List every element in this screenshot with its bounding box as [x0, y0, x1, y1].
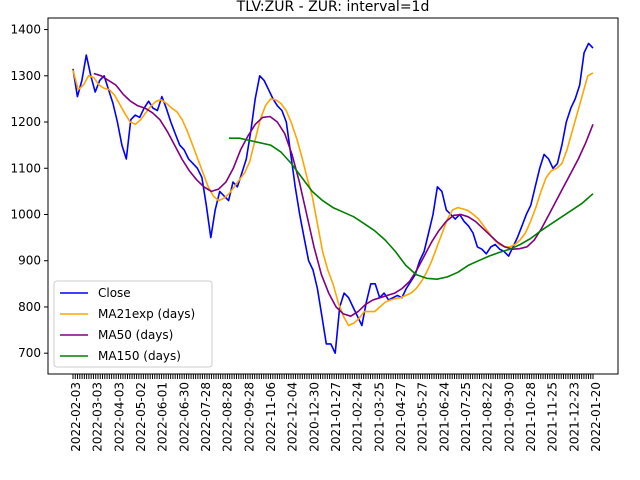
x-tick-label: 2022-02-03 [69, 382, 83, 452]
x-tick-label: 2022-07-28 [199, 382, 213, 452]
x-tick-label: 2021-11-25 [546, 382, 560, 452]
x-tick-label: 2021-09-30 [502, 382, 516, 452]
legend: Close MA21exp (days) MA50 (days) MA150 (day… [53, 280, 213, 368]
y-tick-label: 1200 [10, 115, 41, 129]
y-tick-label: 1000 [10, 207, 41, 221]
x-tick-label: 2022-06-01 [156, 382, 170, 452]
x-tick-label: 2021-07-25 [459, 382, 473, 452]
x-tick-label: 2022-08-28 [221, 382, 235, 452]
y-tick-label: 900 [18, 254, 41, 268]
legend-label-2: MA50 (days) [98, 328, 173, 342]
series-line-3 [229, 137, 594, 281]
x-tick-label: 2021-04-27 [394, 382, 408, 452]
y-tick-label: 1400 [10, 23, 41, 37]
y-tick-label: 1100 [10, 161, 41, 175]
legend-label-3: MA150 (days) [98, 349, 181, 363]
x-tick-label: 2021-12-23 [567, 382, 581, 452]
legend-label-0: Close [98, 286, 131, 300]
x-tick-label: 2022-12-04 [286, 382, 300, 452]
x-tick-label: 2021-01-27 [329, 382, 343, 452]
legend-label-1: MA21exp (days) [98, 307, 195, 321]
x-tick-label: 2022-11-06 [264, 382, 278, 452]
series-layer [72, 42, 594, 355]
x-tick-label: 2021-03-25 [372, 382, 386, 452]
x-tick-label: 2022-01-20 [589, 382, 603, 452]
x-tick-label: 2020-12-30 [307, 382, 321, 452]
y-tick-label: 700 [18, 346, 41, 360]
x-tick-label: 2022-06-30 [177, 382, 191, 452]
x-tick-label: 2021-06-24 [437, 382, 451, 452]
x-tick-label: 2021-08-22 [481, 382, 495, 452]
x-tick-label: 2022-04-03 [112, 382, 126, 452]
y-tick-label: 1300 [10, 69, 41, 83]
y-axis: 700 800 900 1000 1100 1200 1300 1400 [10, 23, 48, 360]
plot-area-frame [47, 17, 619, 375]
x-tick-label: 2021-10-28 [524, 382, 538, 452]
x-tick-label: 2022-03-03 [91, 382, 105, 452]
x-axis: 2022-02-03 2022-03-03 2022-04-03 2022-05-02… [69, 374, 603, 452]
x-tick-label: 2021-02-24 [351, 382, 365, 452]
x-tick-label: 2022-05-02 [134, 382, 148, 452]
legend-box [53, 280, 213, 368]
x-tick-label: 2021-05-27 [416, 382, 430, 452]
chart-title: TLV:ZUR - ZUR: interval=1d [236, 0, 430, 15]
x-tick-label: 2022-09-28 [242, 382, 256, 452]
series-line-0 [72, 42, 594, 355]
y-tick-label: 800 [18, 300, 41, 314]
